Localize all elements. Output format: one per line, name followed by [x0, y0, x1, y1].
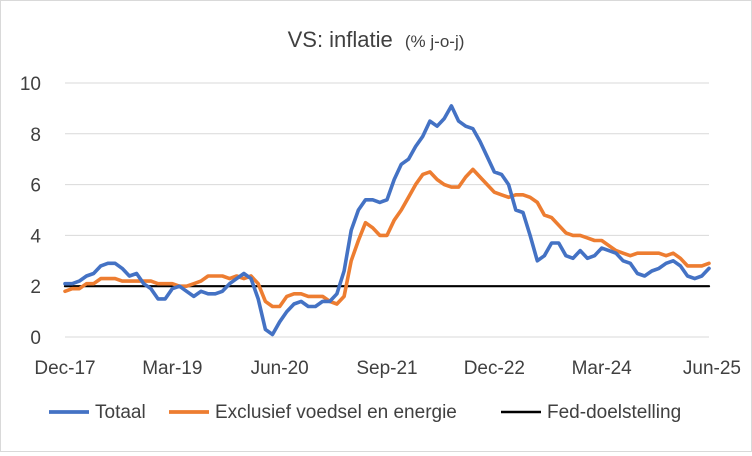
x-tick-label: Jun-20 [251, 358, 309, 379]
x-tick-label: Mar-24 [572, 358, 633, 379]
legend-label: Exclusief voedsel en energie [215, 402, 457, 423]
y-tick-label: 2 [30, 277, 41, 298]
legend-label: Totaal [95, 402, 146, 423]
y-tick-label: 10 [20, 74, 41, 95]
y-tick-label: 4 [30, 226, 41, 247]
legend: Totaal Exclusief voedsel en energie Fed-do… [49, 402, 681, 423]
series-lines [63, 104, 711, 337]
y-axis-tick-labels: 0 2 4 6 8 10 [20, 74, 42, 349]
x-tick-label: Dec-17 [34, 358, 95, 379]
legend-item-kern: Exclusief voedsel en energie [169, 402, 457, 423]
x-tick-label: Dec-22 [464, 358, 525, 379]
legend-item-totaal: Totaal [49, 402, 146, 423]
series-totaal-line [63, 104, 711, 337]
chart-title-main: VS: inflatie [288, 27, 393, 52]
y-tick-label: 8 [30, 125, 41, 146]
y-tick-label: 0 [30, 328, 41, 349]
series-kern-line [63, 167, 711, 309]
x-tick-label: Sep-21 [356, 358, 417, 379]
x-tick-label: Mar-19 [142, 358, 202, 379]
grid-lines [65, 82, 709, 287]
x-axis-tick-labels: Dec-17 Mar-19 Jun-20 Sep-21 Dec-22 Mar-24 Jun-… [34, 358, 741, 379]
legend-label: Fed-doelstelling [547, 402, 681, 423]
legend-item-fed-target: Fed-doelstelling [501, 402, 681, 423]
chart-title-suffix: (% j-o-j) [405, 32, 465, 51]
x-tick-label: Jun-25 [683, 358, 741, 379]
y-tick-label: 6 [30, 176, 41, 197]
chart-title: VS: inflatie (% j-o-j) [288, 27, 465, 52]
